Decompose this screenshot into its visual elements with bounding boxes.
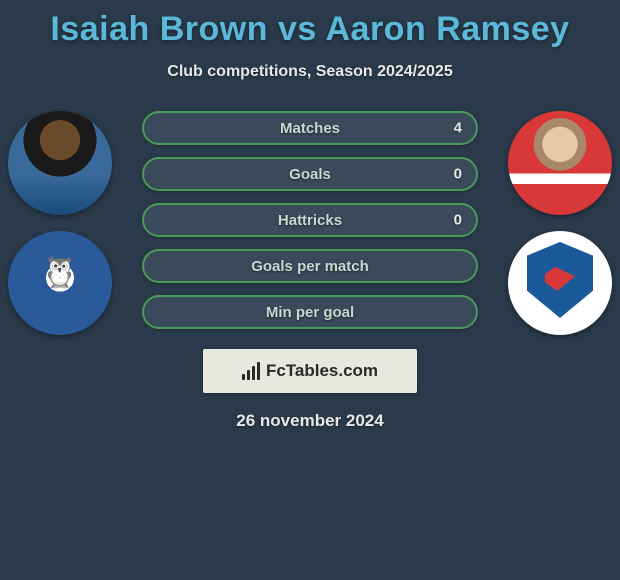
page-subtitle: Club competitions, Season 2024/2025 [0,63,620,81]
bar-chart-icon-bar [247,370,250,380]
stat-label: Goals [289,166,331,183]
stat-bars: Matches 4 Goals 0 Hattricks 0 Goals per … [142,111,478,329]
stat-right-value: 0 [454,166,462,183]
player-left-avatar [8,111,112,215]
club-right-crest [508,231,612,335]
stat-right-value: 0 [454,212,462,229]
stat-label: Hattricks [278,212,342,229]
left-column [8,111,112,335]
bar-chart-icon [242,362,260,380]
comparison-content: Matches 4 Goals 0 Hattricks 0 Goals per … [0,111,620,431]
stat-label: Goals per match [251,258,369,275]
right-column [508,111,612,335]
stat-label: Min per goal [266,304,354,321]
page-title: Isaiah Brown vs Aaron Ramsey [0,0,620,49]
footer-date: 26 november 2024 [0,411,620,431]
stat-right-value: 4 [454,120,462,137]
stat-bar: Goals 0 [142,157,478,191]
stat-bar: Goals per match [142,249,478,283]
stat-label: Matches [280,120,340,137]
bar-chart-icon-bar [242,374,245,380]
watermark: FcTables.com [203,349,417,393]
watermark-text: FcTables.com [266,361,378,381]
bar-chart-icon-bar [252,366,255,380]
stat-bar: Hattricks 0 [142,203,478,237]
stat-bar: Matches 4 [142,111,478,145]
stat-bar: Min per goal [142,295,478,329]
club-left-crest [8,231,112,335]
player-right-avatar [508,111,612,215]
bar-chart-icon-bar [257,362,260,380]
